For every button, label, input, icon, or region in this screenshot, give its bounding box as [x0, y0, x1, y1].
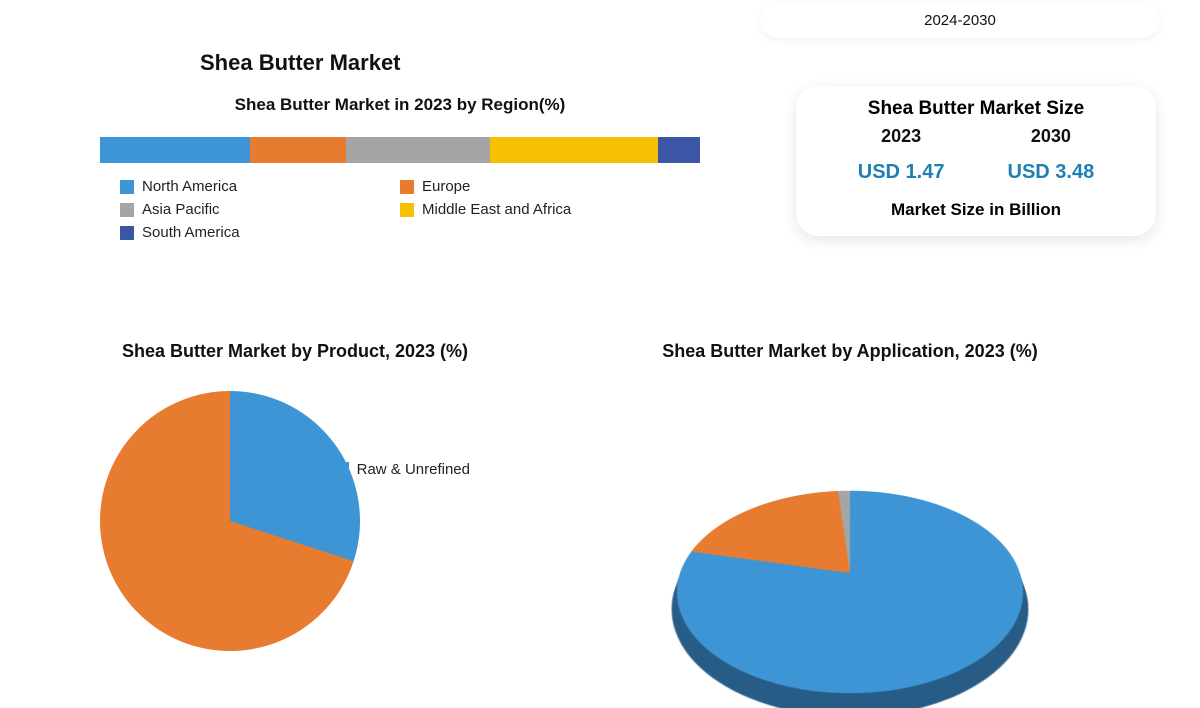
size-caption: Market Size in Billion: [824, 200, 1128, 220]
product-chart: Shea Butter Market by Product, 2023 (%) …: [60, 340, 530, 611]
product-legend-label: Raw & Unrefined: [357, 461, 470, 478]
market-size-card: Shea Butter Market Size 2023 USD 1.47 20…: [796, 86, 1156, 236]
application-chart: Shea Butter Market by Application, 2023 …: [560, 340, 1140, 583]
application-chart-title: Shea Butter Market by Application, 2023 …: [560, 340, 1140, 363]
legend-item: South America: [120, 224, 400, 241]
legend-item: North America: [120, 178, 400, 195]
swatch-icon: [120, 226, 134, 240]
swatch-icon: [120, 180, 134, 194]
region-segment: [658, 137, 700, 163]
swatch-icon: [120, 203, 134, 217]
legend-label: Europe: [422, 178, 470, 195]
swatch-icon: [400, 180, 414, 194]
region-segment: [346, 137, 490, 163]
region-segment: [250, 137, 346, 163]
forecast-period-text: 2024-2030: [924, 12, 996, 29]
size-year-right: 2030: [982, 126, 1120, 147]
region-legend: North America Europe Asia Pacific Middle Ea…: [120, 175, 680, 244]
swatch-icon: [335, 462, 349, 476]
size-card-title: Shea Butter Market Size: [824, 98, 1128, 120]
legend-item: Middle East and Africa: [400, 201, 680, 218]
product-legend-item: Raw & Unrefined: [335, 461, 470, 478]
region-chart: Shea Butter Market in 2023 by Region(%) …: [80, 95, 720, 244]
page-title: Shea Butter Market: [200, 50, 401, 76]
region-segment: [490, 137, 658, 163]
legend-item: Asia Pacific: [120, 201, 400, 218]
product-pie: [100, 391, 360, 651]
legend-item: Europe: [400, 178, 680, 195]
product-chart-title: Shea Butter Market by Product, 2023 (%): [60, 340, 530, 363]
legend-label: South America: [142, 224, 240, 241]
size-year-left: 2023: [832, 126, 970, 147]
legend-label: North America: [142, 178, 237, 195]
region-stacked-bar: [100, 137, 700, 163]
legend-label: Asia Pacific: [142, 201, 220, 218]
application-pie-3d: [641, 490, 1060, 692]
region-segment: [100, 137, 250, 163]
swatch-icon: [400, 203, 414, 217]
region-chart-title: Shea Butter Market in 2023 by Region(%): [80, 95, 720, 115]
legend-label: Middle East and Africa: [422, 201, 571, 218]
size-value-left: USD 1.47: [832, 161, 970, 184]
forecast-period-pill: 2024-2030: [760, 2, 1160, 38]
size-value-right: USD 3.48: [982, 161, 1120, 184]
